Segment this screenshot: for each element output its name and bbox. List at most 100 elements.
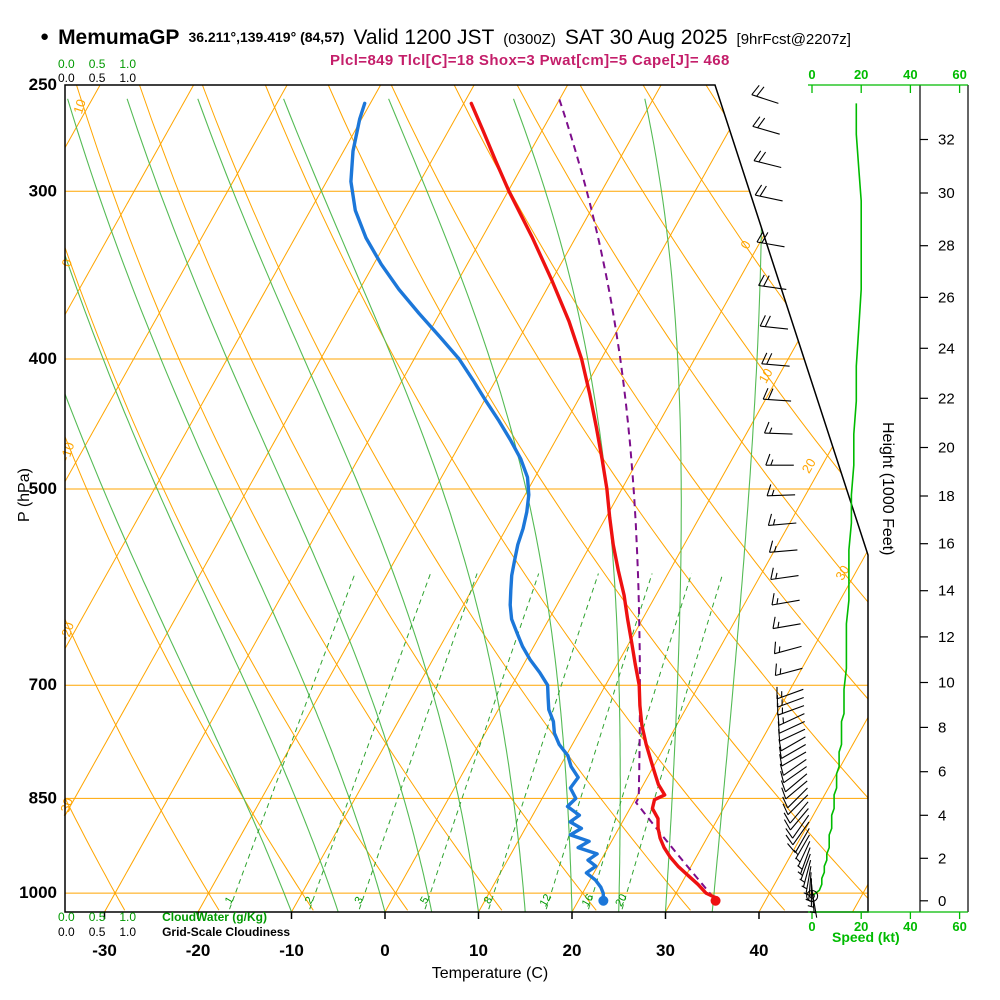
station-name: MemumaGP — [58, 26, 180, 49]
svg-text:24: 24 — [938, 340, 955, 357]
scale-value: 1.0 — [119, 57, 137, 71]
svg-text:32: 32 — [938, 131, 955, 148]
svg-text:40: 40 — [903, 919, 917, 934]
svg-text:-30: -30 — [56, 796, 76, 819]
svg-text:20: 20 — [799, 456, 819, 476]
svg-text:60: 60 — [952, 67, 966, 82]
scale-value: 0.0 — [58, 925, 75, 939]
scale-value: 1.0 — [119, 71, 137, 85]
svg-text:3: 3 — [352, 895, 365, 906]
stability-indices: Plcl=849 Tlcl[C]=18 Shox=3 Pwat[cm]=5 Ca… — [330, 52, 730, 69]
svg-text:40: 40 — [903, 67, 917, 82]
svg-text:300: 300 — [29, 181, 57, 200]
svg-text:1: 1 — [223, 895, 236, 906]
moist-and-mixing-lines — [65, 98, 763, 912]
svg-text:5: 5 — [418, 895, 431, 906]
cloudiness-scale-top: 0.0 0.5 1.0 — [58, 71, 136, 85]
cloudwater-label: CloudWater (g/Kg) — [162, 910, 267, 924]
forecast-info: [9hrFcst@2207z] — [736, 31, 851, 48]
svg-text:400: 400 — [29, 349, 57, 368]
svg-text:10: 10 — [469, 941, 488, 960]
scale-value: 0.5 — [88, 57, 106, 71]
svg-text:22: 22 — [938, 390, 955, 407]
cloudiness-label: Grid-Scale Cloudiness — [162, 925, 291, 939]
svg-text:20: 20 — [854, 67, 868, 82]
svg-text:500: 500 — [29, 479, 57, 498]
svg-text:-20: -20 — [186, 941, 211, 960]
svg-text:40: 40 — [750, 941, 769, 960]
svg-text:6: 6 — [938, 764, 946, 781]
svg-text:-20: -20 — [57, 620, 77, 643]
svg-text:4: 4 — [938, 807, 946, 824]
station-coords: 36.211°,139.419° (84,57) — [188, 29, 345, 45]
cloudwater-scale-top: 0.0 0.5 1.0 — [58, 57, 136, 71]
svg-text:8: 8 — [938, 719, 946, 736]
svg-text:28: 28 — [938, 238, 955, 255]
valid-utc: (0300Z) — [503, 31, 556, 48]
svg-text:30: 30 — [656, 941, 675, 960]
svg-text:26: 26 — [938, 289, 955, 306]
svg-text:14: 14 — [938, 583, 955, 600]
svg-text:850: 850 — [29, 788, 57, 807]
svg-text:0: 0 — [808, 919, 815, 934]
height-axis-label: Height (1000 Feet) — [879, 422, 896, 556]
svg-text:20: 20 — [613, 892, 630, 909]
speed-axis-label: Speed (kt) — [832, 929, 900, 945]
profiles — [349, 96, 721, 906]
scale-value: 1.0 — [119, 925, 137, 939]
scale-value: 1.0 — [119, 910, 137, 924]
svg-text:60: 60 — [952, 919, 966, 934]
title-row: ● MemumaGP 36.211°,139.419° (84,57) Vali… — [40, 26, 851, 50]
wind-speed-curve — [811, 103, 862, 897]
svg-text:2: 2 — [303, 895, 316, 906]
scale-value: 0.5 — [88, 925, 106, 939]
svg-text:0: 0 — [58, 257, 75, 269]
pressure-axis: 250 300 400 500 700 850 1000 — [19, 75, 57, 902]
svg-text:2: 2 — [938, 850, 946, 867]
svg-text:30: 30 — [938, 185, 955, 202]
svg-text:10: 10 — [70, 97, 89, 115]
svg-text:30: 30 — [832, 563, 852, 583]
svg-text:16: 16 — [580, 892, 597, 909]
cloudwater-scale-bottom: 0.0 0.5 1.0 CloudWater (g/Kg) — [58, 910, 267, 924]
svg-text:0: 0 — [737, 238, 754, 252]
pressure-axis-label: P (hPa) — [16, 468, 33, 522]
svg-text:-10: -10 — [279, 941, 304, 960]
valid-time: Valid 1200 JST — [353, 26, 495, 49]
svg-text:0: 0 — [380, 941, 389, 960]
scale-value: 0.0 — [58, 57, 75, 71]
svg-text:20: 20 — [854, 919, 868, 934]
cloudiness-scale-bottom: 0.0 0.5 1.0 Grid-Scale Cloudiness — [58, 925, 290, 939]
svg-text:16: 16 — [938, 536, 955, 553]
wind-barbs — [751, 84, 819, 918]
scale-value: 0.0 — [58, 71, 75, 85]
temperature-axis-label: Temperature (C) — [431, 965, 549, 982]
svg-text:8: 8 — [482, 895, 495, 906]
svg-text:0: 0 — [808, 67, 815, 82]
svg-text:12: 12 — [538, 892, 555, 909]
temperature-axis: -30 -20 -10 0 10 20 30 40 — [92, 912, 768, 960]
svg-text:18: 18 — [938, 488, 955, 505]
svg-text:20: 20 — [938, 440, 955, 457]
svg-text:-30: -30 — [92, 941, 117, 960]
svg-text:0: 0 — [938, 893, 946, 910]
scale-value: 0.0 — [58, 910, 75, 924]
svg-text:10: 10 — [756, 366, 776, 386]
valid-date: SAT 30 Aug 2025 — [564, 26, 728, 49]
svg-text:10: 10 — [938, 675, 955, 692]
svg-text:250: 250 — [29, 75, 57, 94]
svg-text:12: 12 — [938, 629, 955, 646]
plot-boundary — [64, 84, 869, 913]
svg-text:-10: -10 — [57, 440, 77, 463]
scale-value: 0.5 — [88, 910, 106, 924]
svg-text:1000: 1000 — [19, 883, 57, 902]
scale-value: 0.5 — [88, 71, 106, 85]
svg-text:20: 20 — [563, 941, 582, 960]
svg-text:700: 700 — [29, 675, 57, 694]
station-marker-icon: ● — [40, 28, 50, 45]
